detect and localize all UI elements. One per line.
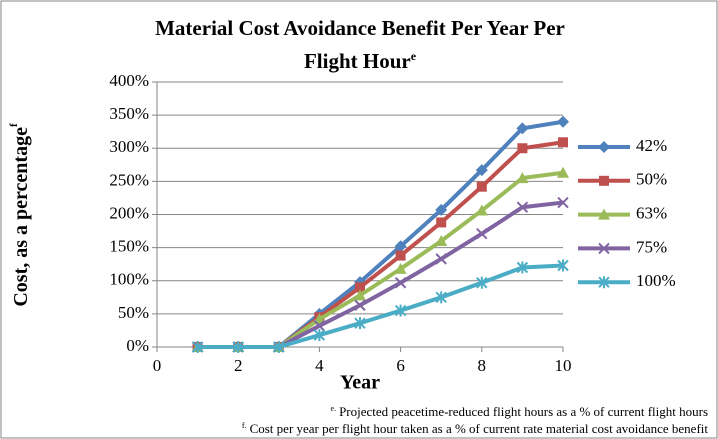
marker	[476, 181, 487, 192]
legend-label: 42%	[636, 136, 667, 155]
marker	[435, 291, 447, 304]
marker	[394, 277, 407, 289]
legend-label: 75%	[636, 237, 667, 256]
marker	[558, 137, 568, 148]
marker	[273, 341, 285, 353]
y-tick-label: 150%	[109, 237, 149, 256]
marker	[598, 141, 610, 153]
legend-label: 50%	[636, 170, 667, 189]
chart-title: Material Cost Avoidance Benefit Per Year…	[130, 14, 590, 75]
marker	[313, 329, 326, 342]
x-tick-label: 10	[555, 356, 572, 375]
legend-label: 63%	[636, 204, 667, 223]
marker	[557, 115, 569, 128]
x-tick-label: 0	[153, 356, 162, 375]
footnote-mark: f.	[242, 421, 247, 430]
y-tick-label: 100%	[109, 270, 149, 289]
y-axis-label: Cost, as a percentagef	[8, 123, 32, 307]
marker	[475, 204, 488, 216]
y-label-text: Cost, as a percentage	[10, 127, 32, 307]
footnote: e. Projected peacetime-reduced flight hou…	[331, 404, 708, 419]
marker	[394, 262, 407, 274]
footnote-mark: e.	[331, 404, 337, 413]
marker	[435, 253, 447, 265]
title-text: Material Cost Avoidance Benefit Per Year…	[155, 16, 565, 73]
footnote-text: Cost per year per flight hour taken as a…	[250, 421, 709, 436]
marker	[354, 299, 366, 311]
y-tick-label: 0%	[126, 336, 149, 355]
title-superscript: e	[410, 49, 417, 63]
marker	[354, 289, 366, 301]
marker	[435, 203, 448, 216]
marker	[476, 276, 488, 289]
marker	[394, 240, 407, 253]
marker	[557, 196, 569, 209]
marker	[516, 201, 529, 213]
marker	[436, 217, 447, 228]
marker	[476, 228, 488, 240]
marker	[517, 143, 528, 154]
marker	[232, 341, 244, 353]
marker	[435, 235, 448, 246]
series-line	[197, 263, 564, 349]
marker	[313, 320, 326, 332]
marker	[598, 276, 610, 289]
y-tick-label: 400%	[109, 71, 149, 90]
x-tick-label: 6	[396, 356, 405, 375]
footnote: f. Cost per year per flight hour taken as…	[242, 421, 708, 436]
marker	[557, 259, 569, 272]
y-tick-label: 250%	[109, 170, 149, 189]
marker	[557, 166, 569, 178]
marker	[598, 208, 610, 220]
y-tick-label: 200%	[109, 203, 149, 222]
y-label-superscript: f	[8, 123, 20, 127]
x-tick-label: 4	[315, 356, 324, 375]
marker	[395, 250, 406, 261]
y-tick-label: 350%	[109, 104, 149, 123]
footnote-text: Projected peacetime-reduced flight hours…	[339, 404, 708, 419]
marker	[475, 164, 488, 177]
marker	[354, 317, 366, 330]
marker	[516, 172, 529, 184]
marker	[355, 282, 365, 293]
y-tick-label: 300%	[109, 137, 149, 156]
marker	[516, 261, 529, 274]
marker	[191, 341, 204, 353]
y-tick-label: 50%	[118, 303, 149, 322]
marker	[394, 304, 407, 317]
marker	[599, 175, 609, 186]
marker	[516, 122, 529, 135]
marker	[598, 242, 610, 255]
legend-label: 100%	[636, 271, 676, 290]
x-tick-label: 2	[234, 356, 243, 375]
x-tick-label: 8	[478, 356, 487, 375]
x-axis-label: Year	[340, 372, 380, 394]
